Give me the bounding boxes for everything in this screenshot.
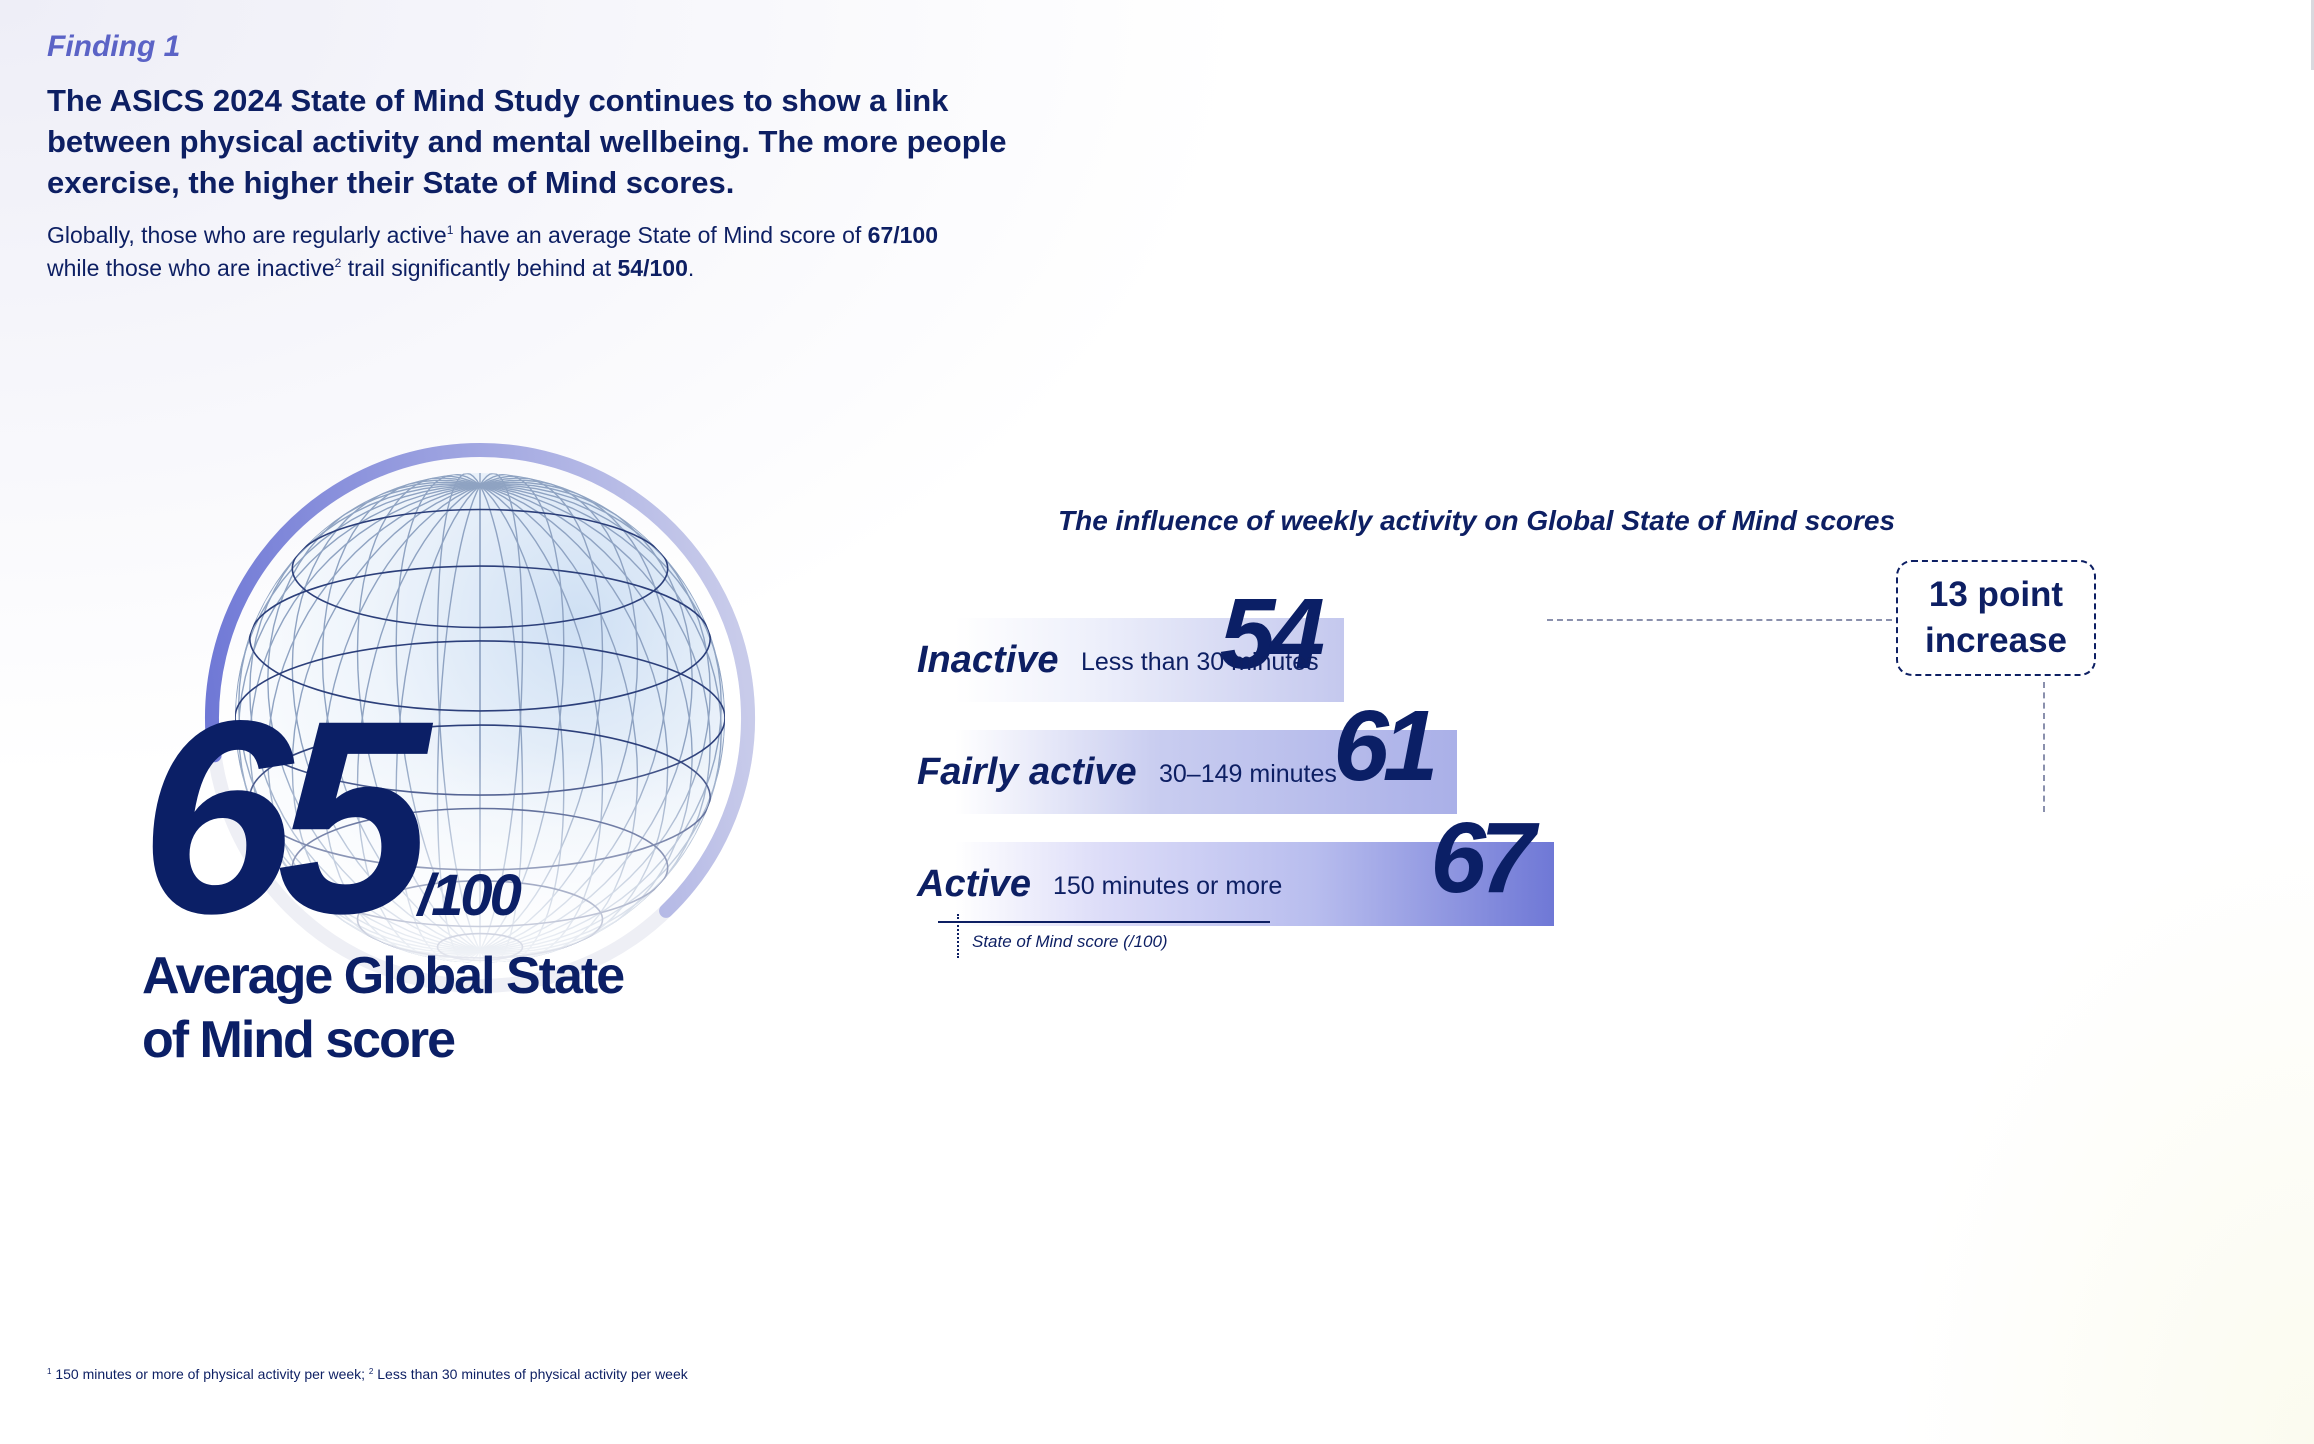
category-label: Active: [917, 863, 1032, 905]
chart-title: The influence of weekly activity on Glob…: [1058, 505, 1896, 536]
connector-horizontal: [1547, 619, 1892, 621]
intro-sup-1: 1: [446, 223, 454, 237]
axis-legend-tick: [957, 914, 959, 958]
intro-part-5: .: [687, 255, 695, 281]
intro-text: Globally, those who are regularly active…: [47, 216, 1047, 282]
intro-part-3: while those who are inactive: [47, 255, 335, 281]
axis-label: State of Mind score (/100): [972, 932, 1168, 951]
category-description: 150 minutes or more: [1053, 872, 1283, 900]
globe-illustration: [205, 443, 755, 993]
intro-part-1: Globally, those who are regularly active: [47, 222, 447, 248]
connector-vertical: [2043, 682, 2045, 812]
bar-fairly-active: [955, 730, 1458, 814]
bar-value-label: 67: [1430, 802, 1535, 914]
intro-inactive-score: 54/100: [617, 255, 688, 281]
category-description: Less than 30 minutes: [1081, 648, 1319, 676]
intro-active-score: 67/100: [867, 222, 939, 248]
footnote: 1 150 minutes or more of physical activi…: [47, 1366, 688, 1382]
footnote-sup-2: 2: [368, 1367, 374, 1376]
category-label: Inactive: [917, 639, 1059, 681]
footnote-text-1: 150 minutes or more of physical activity…: [51, 1366, 369, 1382]
global-score-denominator: /100: [418, 863, 522, 928]
scrollbar[interactable]: [2311, 0, 2314, 70]
increase-callout: 13 point increase: [1896, 560, 2096, 676]
intro-sup-2: 2: [334, 256, 342, 270]
intro-part-2: have an average State of Mind score of: [453, 222, 868, 248]
bar-inactive: [955, 618, 1344, 702]
category-description: 30–149 minutes: [1159, 760, 1337, 788]
category-label: Fairly active: [917, 751, 1137, 793]
bar-value-label: 61: [1333, 690, 1438, 802]
global-score-label: Average Global State of Mind score: [142, 947, 625, 1069]
bar-active: [955, 842, 1555, 926]
headline: The ASICS 2024 State of Mind Study conti…: [47, 83, 1007, 200]
intro-part-4: trail significantly behind at: [341, 255, 618, 281]
bar-value-label: 54: [1219, 578, 1325, 690]
finding-label: Finding 1: [47, 30, 181, 63]
axis-legend-line: [938, 921, 1270, 923]
increase-callout-text: 13 point increase: [1924, 575, 2068, 660]
footnote-sup-1: 1: [47, 1367, 52, 1376]
ring-progress: [205, 443, 755, 993]
footnote-text-2: Less than 30 minutes of physical activit…: [373, 1366, 688, 1382]
global-score-value: 65: [140, 664, 430, 971]
globe-sphere: [235, 473, 725, 963]
background-glow: [1894, 824, 2314, 1444]
